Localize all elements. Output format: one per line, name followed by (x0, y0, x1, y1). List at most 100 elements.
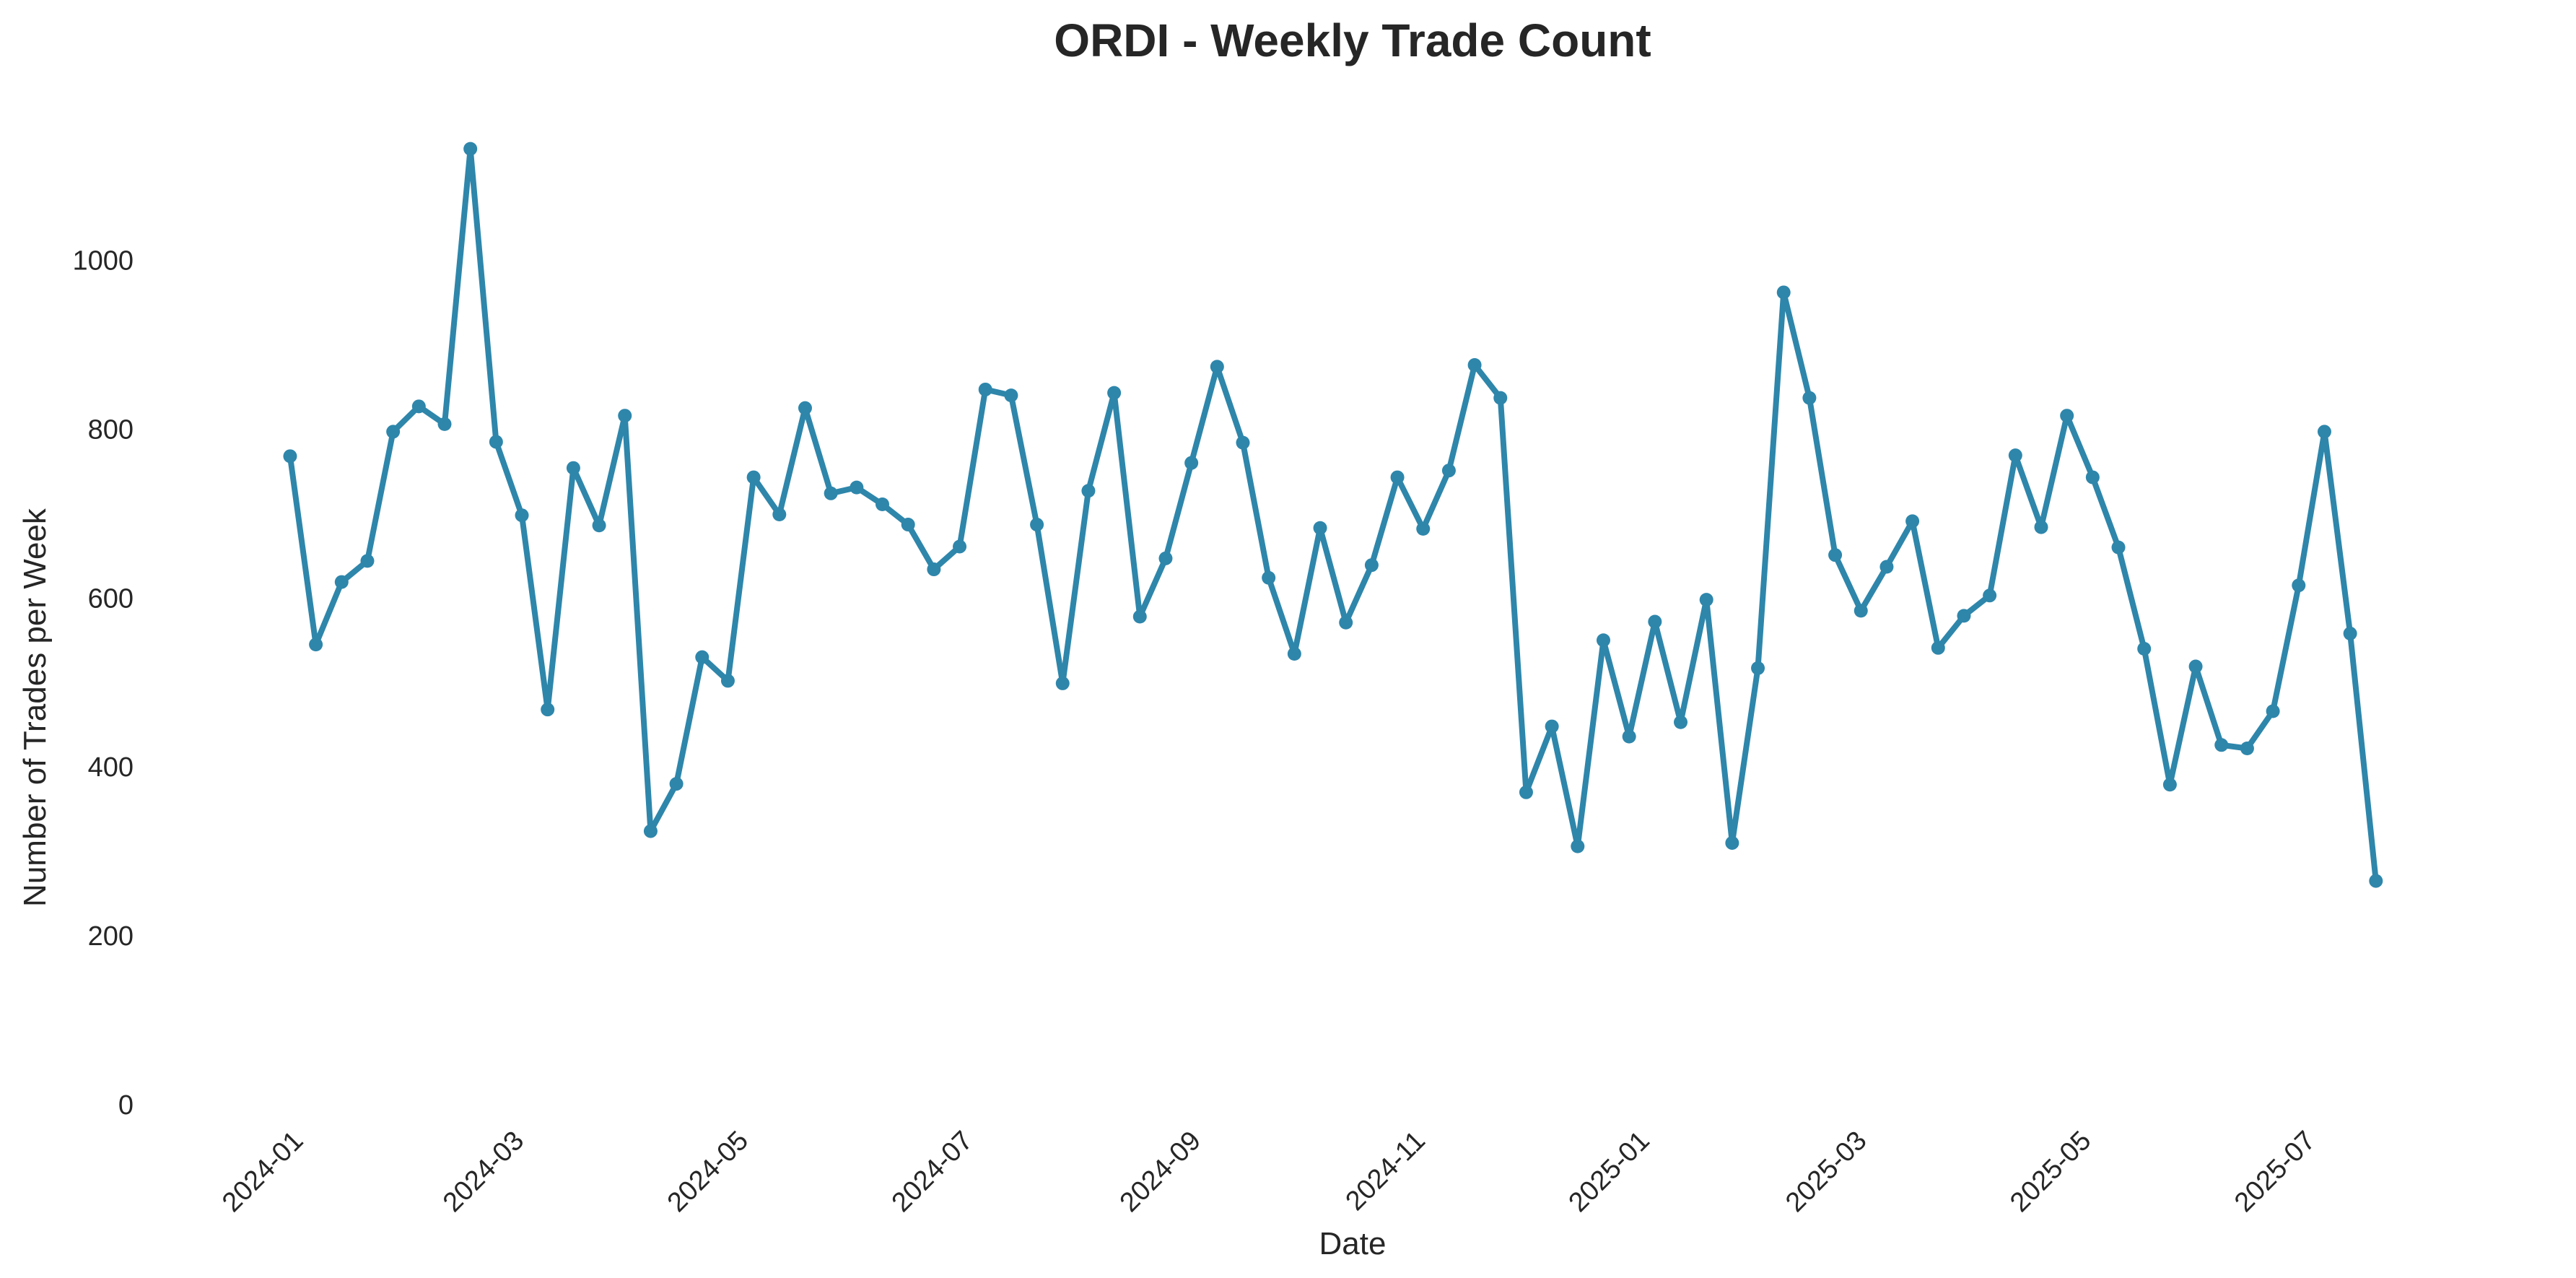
data-point (2214, 738, 2229, 752)
data-point (1751, 661, 1765, 675)
data-point (1004, 388, 1018, 403)
data-point (1802, 391, 1817, 405)
data-point (1545, 719, 1559, 734)
data-point (463, 142, 478, 156)
data-point (850, 480, 864, 495)
data-point (1622, 729, 1636, 744)
data-point (1081, 484, 1096, 498)
data-point (2034, 520, 2048, 534)
data-point (1467, 358, 1482, 373)
data-point (1030, 518, 1044, 532)
data-point (1776, 285, 1791, 300)
x-tick-label: 2025-07 (2229, 1126, 2321, 1218)
data-point (1339, 615, 1353, 630)
data-point (643, 824, 658, 838)
y-tick-label: 1000 (72, 246, 134, 277)
data-point (489, 435, 503, 449)
x-tick-label: 2024-05 (662, 1126, 754, 1218)
data-point (1262, 570, 1276, 585)
data-point (953, 539, 967, 554)
data-point (901, 518, 915, 532)
data-point (1596, 633, 1610, 648)
data-point (720, 674, 735, 688)
y-axis-label: Number of Trades per Week (17, 508, 53, 907)
data-point (2137, 641, 2152, 656)
x-axis-label: Date (1319, 1226, 1387, 1261)
data-point (541, 703, 555, 717)
data-point (1905, 514, 1920, 529)
data-point (1571, 839, 1585, 853)
data-point (2240, 741, 2254, 755)
data-point (1519, 785, 1533, 799)
x-tick-label: 2025-01 (1563, 1126, 1655, 1218)
data-point (334, 575, 349, 589)
data-point (283, 449, 297, 464)
data-point (1236, 435, 1250, 450)
data-point (1725, 835, 1739, 850)
x-axis-ticks: 2024-01 2024-03 2024-05 2024-07 2024-09 2024-… (217, 1126, 2321, 1218)
data-point (1674, 715, 1688, 729)
data-point (824, 486, 838, 500)
data-point (2162, 778, 2177, 792)
data-point (1699, 593, 1713, 607)
data-point (2266, 704, 2280, 718)
data-point (798, 401, 812, 415)
y-tick-label: 0 (118, 1090, 134, 1121)
data-point (2060, 409, 2074, 423)
data-point (1107, 386, 1122, 400)
data-point (1287, 646, 1301, 661)
data-point (1828, 548, 1843, 562)
data-point (515, 508, 529, 523)
data-point (1983, 588, 1997, 603)
data-point (1957, 609, 1971, 623)
data-point (1854, 604, 1868, 618)
y-axis-ticks: 0 200 400 600 800 1000 (72, 246, 134, 1121)
chart-title: ORDI - Weekly Trade Count (1054, 14, 1651, 66)
data-point (618, 409, 632, 423)
y-tick-label: 600 (88, 583, 134, 614)
data-point (1132, 609, 1147, 624)
y-tick-label: 800 (88, 414, 134, 445)
data-point (1493, 391, 1508, 405)
data-point (2188, 659, 2203, 674)
x-tick-label: 2024-07 (886, 1126, 979, 1218)
data-point (1158, 551, 1173, 565)
data-point (1210, 360, 1224, 374)
x-tick-label: 2024-01 (217, 1126, 309, 1218)
data-point (2317, 425, 2331, 439)
data-point (1931, 640, 1945, 655)
data-point (1879, 560, 1894, 574)
data-point (360, 554, 375, 568)
data-point (2085, 470, 2100, 484)
data-point (1416, 521, 1431, 536)
data-point (2343, 626, 2357, 640)
data-point (1390, 470, 1405, 484)
x-tick-label: 2025-03 (1780, 1126, 1872, 1218)
series-line (287, 146, 2379, 884)
data-point (1313, 521, 1327, 535)
plot-area (283, 142, 2383, 888)
data-point (2111, 540, 2126, 555)
data-point (876, 497, 890, 511)
data-point (592, 518, 606, 533)
y-tick-label: 400 (88, 752, 134, 783)
data-point (2369, 874, 2383, 888)
data-point (386, 425, 401, 439)
data-point (411, 399, 426, 414)
data-point (1441, 464, 1456, 478)
x-tick-label: 2024-03 (437, 1126, 530, 1218)
data-point (2008, 448, 2022, 463)
data-point (1364, 558, 1379, 573)
y-tick-label: 200 (88, 921, 134, 952)
data-point (695, 650, 710, 664)
data-point (2292, 578, 2306, 593)
data-point (566, 461, 580, 475)
data-point (978, 382, 992, 396)
x-tick-label: 2024-11 (1340, 1126, 1431, 1217)
data-point (669, 777, 684, 791)
data-point (309, 638, 323, 652)
x-tick-label: 2025-05 (2004, 1126, 2097, 1218)
data-point (1648, 614, 1662, 629)
data-point (927, 562, 941, 577)
